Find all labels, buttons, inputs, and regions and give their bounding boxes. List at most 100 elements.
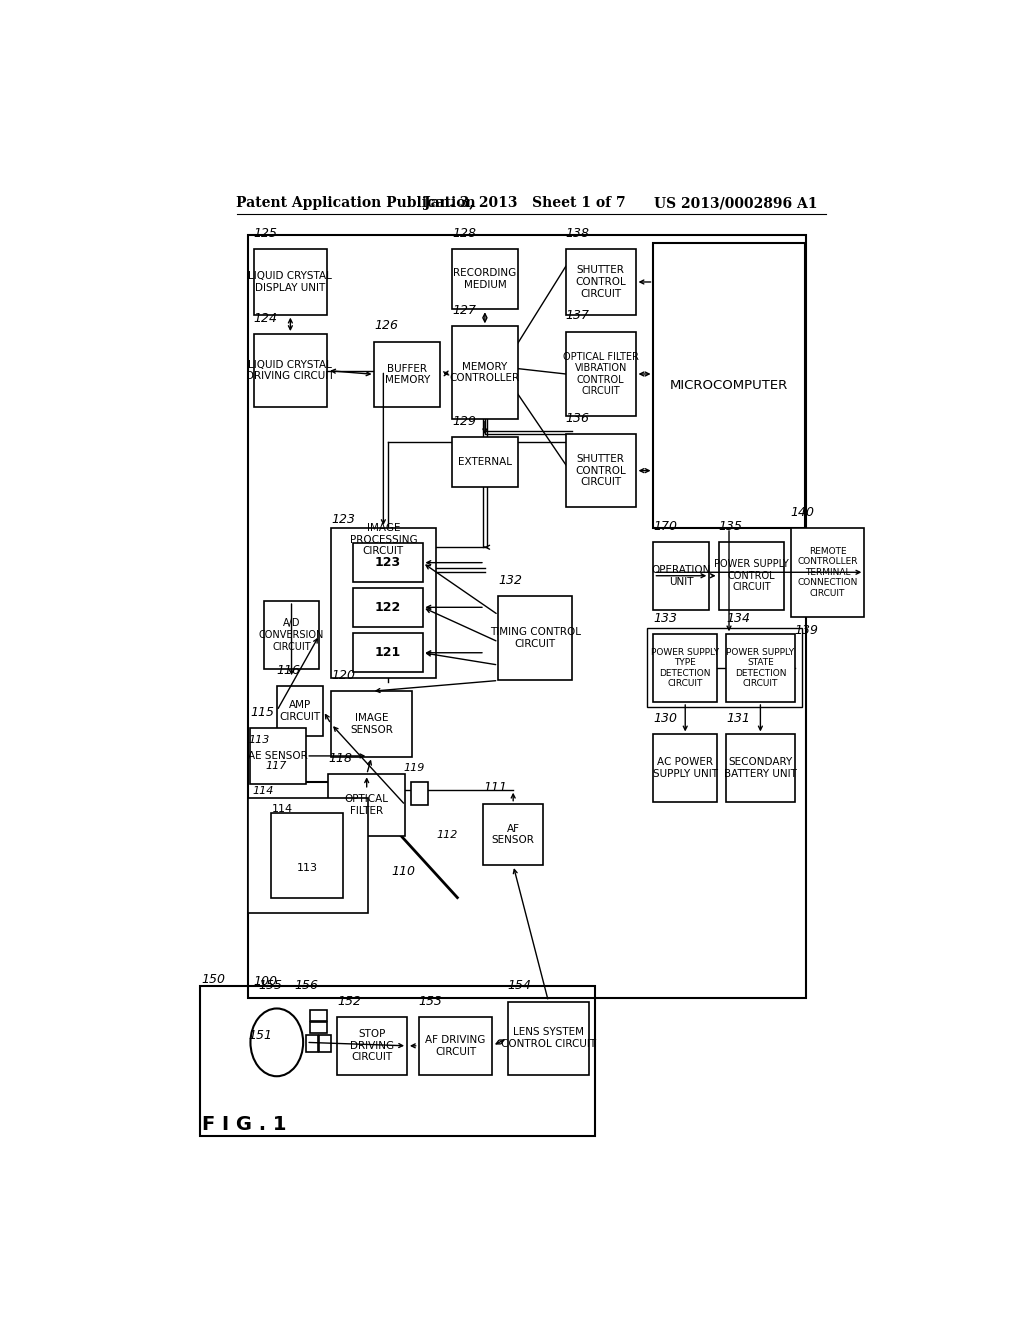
Text: 129: 129 bbox=[452, 414, 476, 428]
Text: 128: 128 bbox=[452, 227, 476, 240]
Ellipse shape bbox=[251, 1008, 303, 1076]
Bar bbox=[251, 729, 306, 784]
Text: MICROCOMPUTER: MICROCOMPUTER bbox=[670, 379, 788, 392]
Text: LENS SYSTEM
CONTROL CIRCUIT: LENS SYSTEM CONTROL CIRCUIT bbox=[501, 1027, 596, 1049]
Bar bbox=[310, 1022, 328, 1034]
Text: 133: 133 bbox=[653, 612, 678, 626]
Bar bbox=[328, 775, 406, 836]
Bar bbox=[452, 249, 518, 309]
Text: REMOTE
CONTROLLER
TERMINAL
CONNECTION
CIRCUIT: REMOTE CONTROLLER TERMINAL CONNECTION CI… bbox=[798, 546, 858, 598]
Text: OPTICAL
FILTER: OPTICAL FILTER bbox=[345, 795, 389, 816]
Bar bbox=[337, 1016, 407, 1074]
Text: 115: 115 bbox=[251, 706, 274, 719]
Bar bbox=[263, 601, 319, 669]
Text: 154: 154 bbox=[508, 979, 531, 993]
Text: 140: 140 bbox=[791, 506, 815, 519]
Text: SHUTTER
CONTROL
CIRCUIT: SHUTTER CONTROL CIRCUIT bbox=[575, 265, 626, 298]
Text: POWER SUPPLY
STATE
DETECTION
CIRCUIT: POWER SUPPLY STATE DETECTION CIRCUIT bbox=[726, 648, 795, 688]
Text: AC POWER
SUPPLY UNIT: AC POWER SUPPLY UNIT bbox=[652, 758, 718, 779]
Bar bbox=[653, 734, 717, 803]
Text: 131: 131 bbox=[726, 711, 751, 725]
Text: SHUTTER
CONTROL
CIRCUIT: SHUTTER CONTROL CIRCUIT bbox=[575, 454, 626, 487]
Bar bbox=[200, 986, 595, 1137]
Bar bbox=[331, 692, 413, 756]
Text: TIMING CONTROL
CIRCUIT: TIMING CONTROL CIRCUIT bbox=[489, 627, 581, 649]
Bar bbox=[508, 1002, 589, 1074]
Bar bbox=[499, 595, 572, 681]
Text: 153: 153 bbox=[419, 995, 442, 1007]
Bar bbox=[653, 543, 710, 610]
Text: LIQUID CRYSTAL
DRIVING CIRCUIT: LIQUID CRYSTAL DRIVING CIRCUIT bbox=[246, 360, 335, 381]
Text: IMAGE
PROCESSING
CIRCUIT: IMAGE PROCESSING CIRCUIT bbox=[349, 523, 417, 556]
Bar bbox=[306, 1035, 317, 1052]
Bar bbox=[276, 686, 324, 737]
Text: 119: 119 bbox=[403, 763, 425, 774]
Text: Jan. 3, 2013   Sheet 1 of 7: Jan. 3, 2013 Sheet 1 of 7 bbox=[424, 197, 626, 210]
Bar bbox=[319, 1035, 331, 1052]
Bar bbox=[719, 543, 784, 610]
Text: MEMORY
CONTROLLER: MEMORY CONTROLLER bbox=[450, 362, 520, 383]
Text: IMAGE
SENSOR: IMAGE SENSOR bbox=[350, 713, 393, 735]
Bar bbox=[352, 544, 423, 582]
Polygon shape bbox=[271, 813, 343, 898]
Text: AF DRIVING
CIRCUIT: AF DRIVING CIRCUIT bbox=[425, 1035, 485, 1056]
Text: OPERATION
UNIT: OPERATION UNIT bbox=[651, 565, 711, 586]
Text: 122: 122 bbox=[375, 601, 400, 614]
Text: EXTERNAL: EXTERNAL bbox=[458, 457, 512, 467]
Text: 117: 117 bbox=[266, 760, 288, 771]
Bar bbox=[566, 249, 636, 314]
Text: 114: 114 bbox=[271, 804, 293, 814]
Text: AF
SENSOR: AF SENSOR bbox=[492, 824, 535, 845]
Text: AE SENSOR: AE SENSOR bbox=[249, 751, 308, 760]
Text: SECONDARY
BATTERY UNIT: SECONDARY BATTERY UNIT bbox=[724, 758, 797, 779]
Bar bbox=[352, 589, 423, 627]
Bar bbox=[653, 635, 717, 702]
Text: A/D
CONVERSION
CIRCUIT: A/D CONVERSION CIRCUIT bbox=[259, 619, 325, 652]
Bar bbox=[726, 734, 795, 803]
Text: 170: 170 bbox=[653, 520, 678, 533]
Bar bbox=[653, 243, 805, 528]
Text: 114: 114 bbox=[252, 785, 273, 796]
Text: 118: 118 bbox=[328, 752, 352, 766]
Text: 137: 137 bbox=[566, 309, 590, 322]
Text: 127: 127 bbox=[452, 304, 476, 317]
Text: 132: 132 bbox=[499, 573, 522, 586]
Text: 120: 120 bbox=[331, 669, 355, 682]
Text: LIQUID CRYSTAL
DISPLAY UNIT: LIQUID CRYSTAL DISPLAY UNIT bbox=[249, 271, 333, 293]
Text: 111: 111 bbox=[483, 781, 507, 795]
Text: BUFFER
MEMORY: BUFFER MEMORY bbox=[385, 363, 430, 385]
Bar bbox=[254, 249, 328, 314]
Text: POWER SUPPLY
CONTROL
CIRCUIT: POWER SUPPLY CONTROL CIRCUIT bbox=[714, 560, 788, 593]
Text: F I G . 1: F I G . 1 bbox=[202, 1115, 286, 1134]
Text: 138: 138 bbox=[566, 227, 590, 240]
Text: 136: 136 bbox=[566, 412, 590, 425]
Bar bbox=[375, 342, 440, 407]
Text: POWER SUPPLY
TYPE
DETECTION
CIRCUIT: POWER SUPPLY TYPE DETECTION CIRCUIT bbox=[651, 648, 719, 688]
Text: 152: 152 bbox=[337, 995, 361, 1007]
Text: 121: 121 bbox=[375, 647, 400, 659]
Bar bbox=[452, 326, 518, 418]
Bar bbox=[352, 634, 423, 672]
Bar bbox=[566, 331, 636, 416]
Bar bbox=[248, 797, 369, 913]
Text: 150: 150 bbox=[202, 973, 225, 986]
Text: 125: 125 bbox=[254, 227, 278, 240]
Text: 155: 155 bbox=[258, 978, 283, 991]
Bar bbox=[248, 235, 806, 998]
Text: 130: 130 bbox=[653, 711, 678, 725]
Bar bbox=[254, 334, 328, 407]
Text: 100: 100 bbox=[254, 975, 278, 989]
Text: 116: 116 bbox=[276, 664, 301, 677]
Bar bbox=[452, 437, 518, 487]
Text: 135: 135 bbox=[719, 520, 742, 533]
Bar bbox=[647, 628, 802, 706]
Text: Patent Application Publication: Patent Application Publication bbox=[237, 197, 476, 210]
Bar bbox=[566, 434, 636, 507]
Bar bbox=[726, 635, 795, 702]
Text: US 2013/0002896 A1: US 2013/0002896 A1 bbox=[654, 197, 818, 210]
Bar bbox=[331, 528, 435, 678]
Text: RECORDING
MEDIUM: RECORDING MEDIUM bbox=[454, 268, 516, 290]
Text: 124: 124 bbox=[254, 312, 278, 325]
Text: 139: 139 bbox=[795, 623, 818, 636]
Bar bbox=[310, 1010, 328, 1020]
